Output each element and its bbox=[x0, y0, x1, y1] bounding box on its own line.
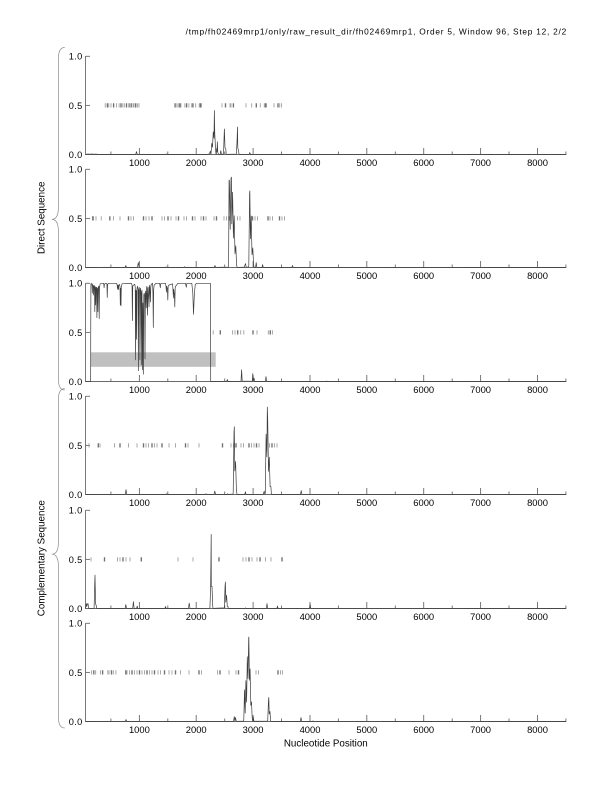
svg-text:1000: 1000 bbox=[129, 384, 150, 395]
svg-text:3000: 3000 bbox=[243, 270, 264, 281]
svg-text:1000: 1000 bbox=[129, 724, 150, 735]
svg-text:6000: 6000 bbox=[413, 611, 434, 622]
svg-text:8000: 8000 bbox=[527, 724, 548, 735]
svg-text:4000: 4000 bbox=[300, 270, 321, 281]
svg-text:6000: 6000 bbox=[413, 270, 434, 281]
svg-text:/tmp/fh02469mrp1/only/raw_resu: /tmp/fh02469mrp1/only/raw_result_dir/fh0… bbox=[186, 26, 567, 36]
svg-text:2000: 2000 bbox=[186, 497, 207, 508]
svg-text:3000: 3000 bbox=[243, 497, 264, 508]
svg-text:7000: 7000 bbox=[470, 611, 491, 622]
svg-text:3000: 3000 bbox=[243, 724, 264, 735]
svg-text:2000: 2000 bbox=[186, 270, 207, 281]
svg-text:7000: 7000 bbox=[470, 384, 491, 395]
svg-text:6000: 6000 bbox=[413, 384, 434, 395]
svg-text:4000: 4000 bbox=[300, 384, 321, 395]
svg-text:6000: 6000 bbox=[413, 157, 434, 168]
svg-text:1000: 1000 bbox=[129, 270, 150, 281]
svg-text:0.0: 0.0 bbox=[69, 150, 83, 160]
svg-text:1.0: 1.0 bbox=[69, 52, 83, 62]
svg-text:1.0: 1.0 bbox=[69, 619, 83, 629]
svg-text:0.0: 0.0 bbox=[69, 263, 83, 273]
svg-text:6000: 6000 bbox=[413, 497, 434, 508]
svg-text:5000: 5000 bbox=[356, 270, 377, 281]
svg-text:Nucleotide Position: Nucleotide Position bbox=[284, 739, 368, 750]
svg-text:5000: 5000 bbox=[356, 497, 377, 508]
svg-text:8000: 8000 bbox=[527, 270, 548, 281]
svg-text:1000: 1000 bbox=[129, 497, 150, 508]
svg-text:4000: 4000 bbox=[300, 157, 321, 168]
svg-text:8000: 8000 bbox=[527, 384, 548, 395]
svg-text:0.5: 0.5 bbox=[69, 328, 83, 338]
svg-text:7000: 7000 bbox=[470, 724, 491, 735]
svg-text:5000: 5000 bbox=[356, 384, 377, 395]
svg-text:2000: 2000 bbox=[186, 724, 207, 735]
svg-text:1000: 1000 bbox=[129, 611, 150, 622]
svg-text:1.0: 1.0 bbox=[69, 506, 83, 516]
svg-text:1000: 1000 bbox=[129, 157, 150, 168]
svg-text:0.5: 0.5 bbox=[69, 555, 83, 565]
svg-text:3000: 3000 bbox=[243, 157, 264, 168]
svg-text:3000: 3000 bbox=[243, 611, 264, 622]
svg-text:8000: 8000 bbox=[527, 157, 548, 168]
svg-text:4000: 4000 bbox=[300, 724, 321, 735]
svg-text:2000: 2000 bbox=[186, 611, 207, 622]
svg-text:Direct Sequence: Direct Sequence bbox=[37, 181, 48, 254]
svg-text:5000: 5000 bbox=[356, 611, 377, 622]
svg-text:0.5: 0.5 bbox=[69, 668, 83, 678]
svg-text:8000: 8000 bbox=[527, 497, 548, 508]
svg-text:6000: 6000 bbox=[413, 724, 434, 735]
svg-text:7000: 7000 bbox=[470, 157, 491, 168]
svg-text:7000: 7000 bbox=[470, 497, 491, 508]
svg-text:3000: 3000 bbox=[243, 384, 264, 395]
svg-text:5000: 5000 bbox=[356, 724, 377, 735]
svg-text:4000: 4000 bbox=[300, 611, 321, 622]
svg-text:0.0: 0.0 bbox=[69, 604, 83, 614]
svg-text:0.5: 0.5 bbox=[69, 101, 83, 111]
svg-text:1.0: 1.0 bbox=[69, 279, 83, 289]
svg-text:0.0: 0.0 bbox=[69, 377, 83, 387]
svg-text:0.5: 0.5 bbox=[69, 441, 83, 451]
svg-text:1.0: 1.0 bbox=[69, 165, 83, 175]
svg-text:0.5: 0.5 bbox=[69, 214, 83, 224]
svg-text:Complementary Sequence: Complementary Sequence bbox=[37, 500, 48, 617]
svg-text:4000: 4000 bbox=[300, 497, 321, 508]
svg-text:8000: 8000 bbox=[527, 611, 548, 622]
svg-text:2000: 2000 bbox=[186, 384, 207, 395]
svg-text:0.0: 0.0 bbox=[69, 717, 83, 727]
svg-text:1.0: 1.0 bbox=[69, 392, 83, 402]
svg-text:5000: 5000 bbox=[356, 157, 377, 168]
svg-text:7000: 7000 bbox=[470, 270, 491, 281]
svg-text:0.0: 0.0 bbox=[69, 490, 83, 500]
svg-text:2000: 2000 bbox=[186, 157, 207, 168]
